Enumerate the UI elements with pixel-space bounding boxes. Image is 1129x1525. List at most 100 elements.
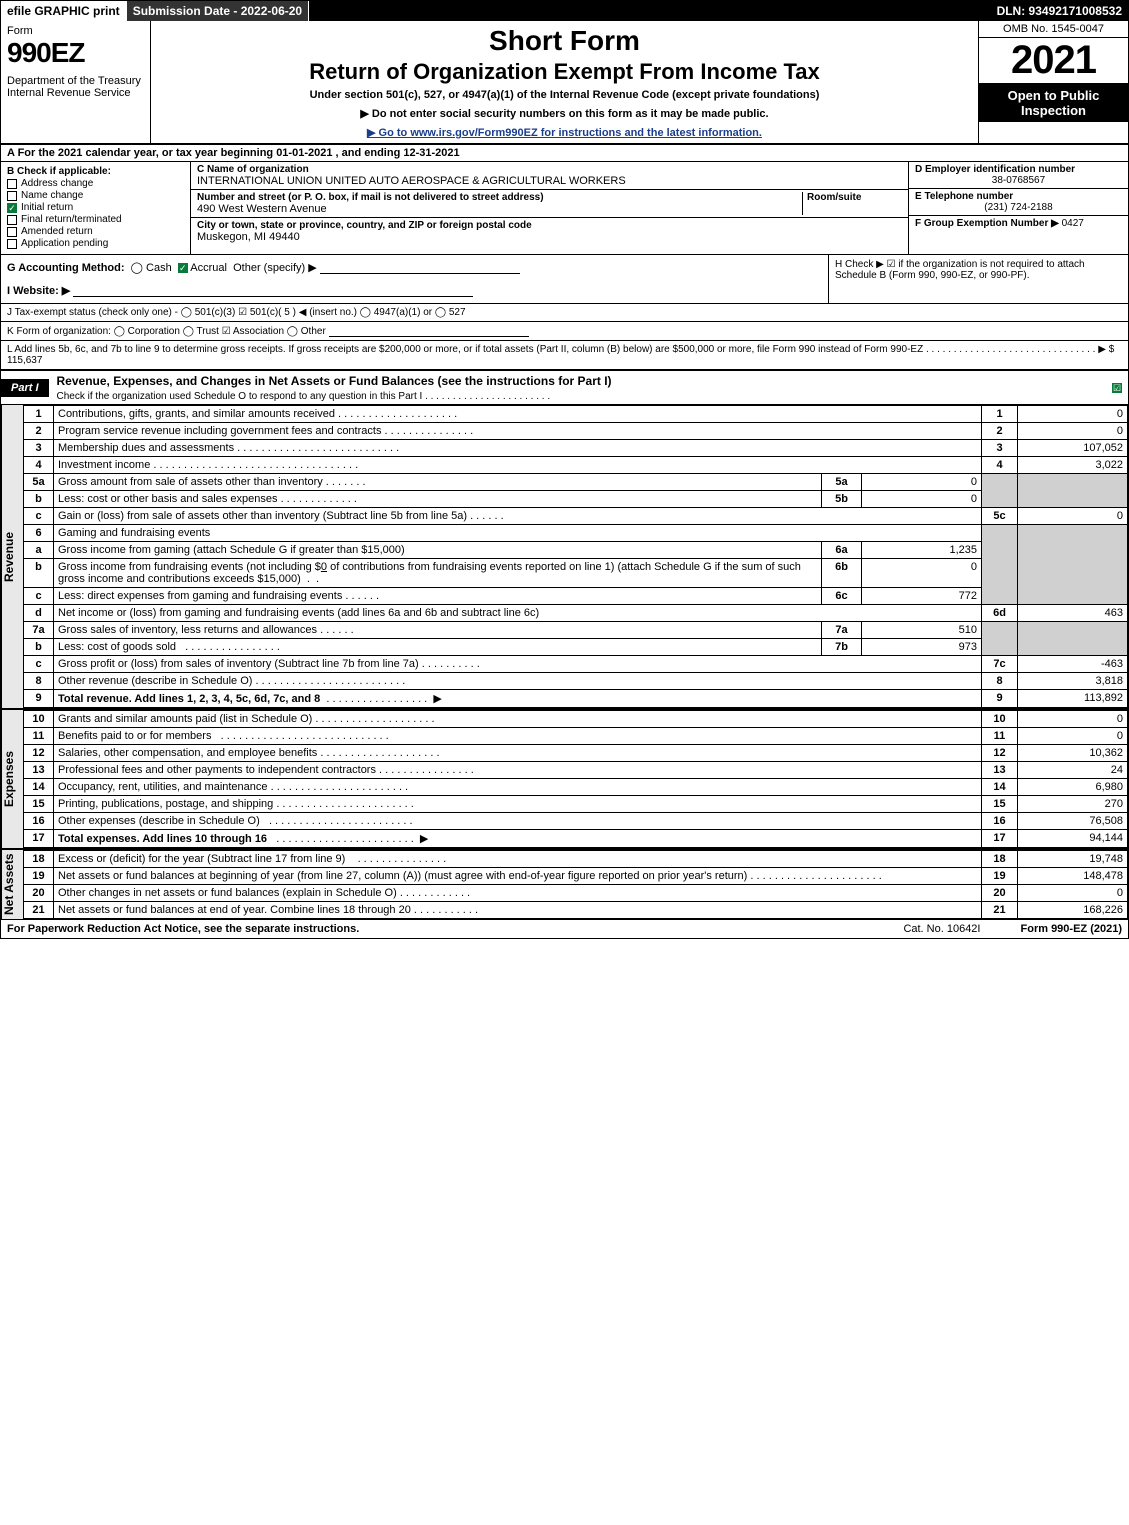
line-13: 13Professional fees and other payments t…: [24, 762, 1128, 779]
pra-notice: For Paperwork Reduction Act Notice, see …: [7, 923, 359, 935]
header-center: Short Form Return of Organization Exempt…: [151, 21, 978, 143]
other-org-input[interactable]: [329, 325, 529, 337]
return-title: Return of Organization Exempt From Incom…: [159, 59, 970, 85]
chk-label: Address change: [21, 178, 93, 189]
org-name-label: C Name of organization: [197, 164, 902, 175]
page-footer: For Paperwork Reduction Act Notice, see …: [1, 920, 1128, 938]
chk-initial-return[interactable]: ✓Initial return: [7, 202, 184, 213]
k-text: K Form of organization: ◯ Corporation ◯ …: [7, 326, 326, 337]
expenses-section: Expenses 10Grants and similar amounts pa…: [1, 710, 1128, 850]
chk-address-change[interactable]: Address change: [7, 178, 184, 189]
efile-print-label[interactable]: efile GRAPHIC print: [1, 1, 127, 21]
line-12: 12Salaries, other compensation, and empl…: [24, 745, 1128, 762]
header-left: Form 990EZ Department of the Treasury In…: [1, 21, 151, 143]
irs-link[interactable]: ▶ Go to www.irs.gov/Form990EZ for instru…: [367, 127, 762, 139]
under-section-text: Under section 501(c), 527, or 4947(a)(1)…: [159, 89, 970, 101]
col-d-ein-tel: D Employer identification number 38-0768…: [908, 162, 1128, 254]
org-name-value: INTERNATIONAL UNION UNITED AUTO AEROSPAC…: [197, 175, 902, 187]
ein-value: 38-0768567: [915, 175, 1122, 186]
other-opt[interactable]: Other (specify) ▶: [233, 262, 317, 274]
line-9: 9Total revenue. Add lines 1, 2, 3, 4, 5c…: [24, 690, 1128, 708]
address-label: Number and street (or P. O. box, if mail…: [197, 192, 802, 203]
header-right: OMB No. 1545-0047 2021 Open to Public In…: [978, 21, 1128, 143]
form-ref: Form 990-EZ (2021): [1021, 923, 1123, 935]
cat-number: Cat. No. 10642I: [903, 923, 980, 935]
cash-opt[interactable]: Cash: [146, 262, 172, 274]
other-specify-input[interactable]: [320, 262, 520, 274]
city-value: Muskegon, MI 49440: [197, 231, 902, 243]
line-1: 1Contributions, gifts, grants, and simil…: [24, 406, 1128, 423]
revenue-table: 1Contributions, gifts, grants, and simil…: [23, 405, 1128, 708]
line-21: 21Net assets or fund balances at end of …: [24, 902, 1128, 919]
g-label: G Accounting Method:: [7, 262, 125, 274]
checkbox-icon[interactable]: [7, 227, 17, 237]
chk-final-return[interactable]: Final return/terminated: [7, 214, 184, 225]
col-b-checkboxes: B Check if applicable: Address change Na…: [1, 162, 191, 254]
checkbox-icon[interactable]: [7, 191, 17, 201]
net-assets-table: 18Excess or (deficit) for the year (Subt…: [23, 850, 1128, 919]
website-row: I Website: ▶: [7, 284, 822, 297]
row-l-gross-receipts: L Add lines 5b, 6c, and 7b to line 9 to …: [1, 341, 1128, 371]
chk-label: Name change: [21, 190, 83, 201]
tel-row: E Telephone number (231) 724-2188: [909, 189, 1128, 216]
checkbox-icon[interactable]: [7, 239, 17, 249]
short-form-title: Short Form: [159, 25, 970, 57]
checkbox-icon[interactable]: [7, 215, 17, 225]
group-value: 0427: [1062, 218, 1084, 229]
line-6a: aGross income from gaming (attach Schedu…: [24, 542, 1128, 559]
gh-left: G Accounting Method: ◯ Cash ✓ Accrual Ot…: [1, 255, 828, 303]
revenue-sidebar-label: Revenue: [1, 405, 23, 708]
line-6c: cLess: direct expenses from gaming and f…: [24, 588, 1128, 605]
org-name-row: C Name of organization INTERNATIONAL UNI…: [191, 162, 908, 190]
checkbox-icon[interactable]: ✓: [7, 203, 17, 213]
line-5c: cGain or (loss) from sale of assets othe…: [24, 508, 1128, 525]
row-a-tax-year: A For the 2021 calendar year, or tax yea…: [1, 145, 1128, 162]
line-6: 6Gaming and fundraising events: [24, 525, 1128, 542]
arrow-icon: ▶: [420, 833, 428, 845]
l-amount: 115,637: [7, 355, 42, 366]
website-input[interactable]: [73, 285, 473, 297]
row-k-form-org: K Form of organization: ◯ Corporation ◯ …: [1, 322, 1128, 341]
i-label: I Website: ▶: [7, 285, 70, 297]
part-checknote: Check if the organization used Schedule …: [49, 391, 1112, 404]
chk-application-pending[interactable]: Application pending: [7, 238, 184, 249]
checkbox-icon[interactable]: ✓: [178, 263, 188, 273]
line-18: 18Excess or (deficit) for the year (Subt…: [24, 851, 1128, 868]
l-text: L Add lines 5b, 6c, and 7b to line 9 to …: [7, 344, 1114, 355]
omb-number: OMB No. 1545-0047: [979, 21, 1128, 38]
room-label: Room/suite: [807, 192, 902, 203]
top-bar: efile GRAPHIC print Submission Date - 20…: [1, 1, 1128, 21]
line-10: 10Grants and similar amounts paid (list …: [24, 711, 1128, 728]
ein-row: D Employer identification number 38-0768…: [909, 162, 1128, 189]
part-1-header: Part I Revenue, Expenses, and Changes in…: [1, 371, 1128, 405]
checkbox-icon[interactable]: [7, 179, 17, 189]
chk-amended-return[interactable]: Amended return: [7, 226, 184, 237]
line-7a: 7aGross sales of inventory, less returns…: [24, 622, 1128, 639]
form-number: 990EZ: [7, 37, 144, 69]
expenses-table: 10Grants and similar amounts paid (list …: [23, 710, 1128, 848]
col-c-org-info: C Name of organization INTERNATIONAL UNI…: [191, 162, 908, 254]
line-11: 11Benefits paid to or for members . . . …: [24, 728, 1128, 745]
city-row: City or town, state or province, country…: [191, 218, 908, 245]
form-container: efile GRAPHIC print Submission Date - 20…: [0, 0, 1129, 939]
line-3: 3Membership dues and assessments . . . .…: [24, 440, 1128, 457]
section-bcd: B Check if applicable: Address change Na…: [1, 162, 1128, 255]
dln-number: DLN: 93492171008532: [991, 1, 1128, 21]
accrual-opt[interactable]: Accrual: [190, 262, 227, 274]
line-17: 17Total expenses. Add lines 10 through 1…: [24, 830, 1128, 848]
tel-label: E Telephone number: [915, 191, 1122, 202]
line-14: 14Occupancy, rent, utilities, and mainte…: [24, 779, 1128, 796]
tax-year: 2021: [979, 38, 1128, 84]
line-5a: 5aGross amount from sale of assets other…: [24, 474, 1128, 491]
h-schedule-b: H Check ▶ ☑ if the organization is not r…: [828, 255, 1128, 303]
part-tag: Part I: [1, 379, 49, 397]
section-gh: G Accounting Method: ◯ Cash ✓ Accrual Ot…: [1, 255, 1128, 304]
chk-name-change[interactable]: Name change: [7, 190, 184, 201]
chk-label: Amended return: [21, 226, 93, 237]
line-15: 15Printing, publications, postage, and s…: [24, 796, 1128, 813]
line-20: 20Other changes in net assets or fund ba…: [24, 885, 1128, 902]
b-label: B Check if applicable:: [7, 166, 184, 177]
goto-link[interactable]: ▶ Go to www.irs.gov/Form990EZ for instru…: [159, 126, 970, 139]
checkbox-icon[interactable]: ☑: [1112, 383, 1122, 393]
group-exemption-row: F Group Exemption Number ▶ 0427: [909, 216, 1128, 231]
